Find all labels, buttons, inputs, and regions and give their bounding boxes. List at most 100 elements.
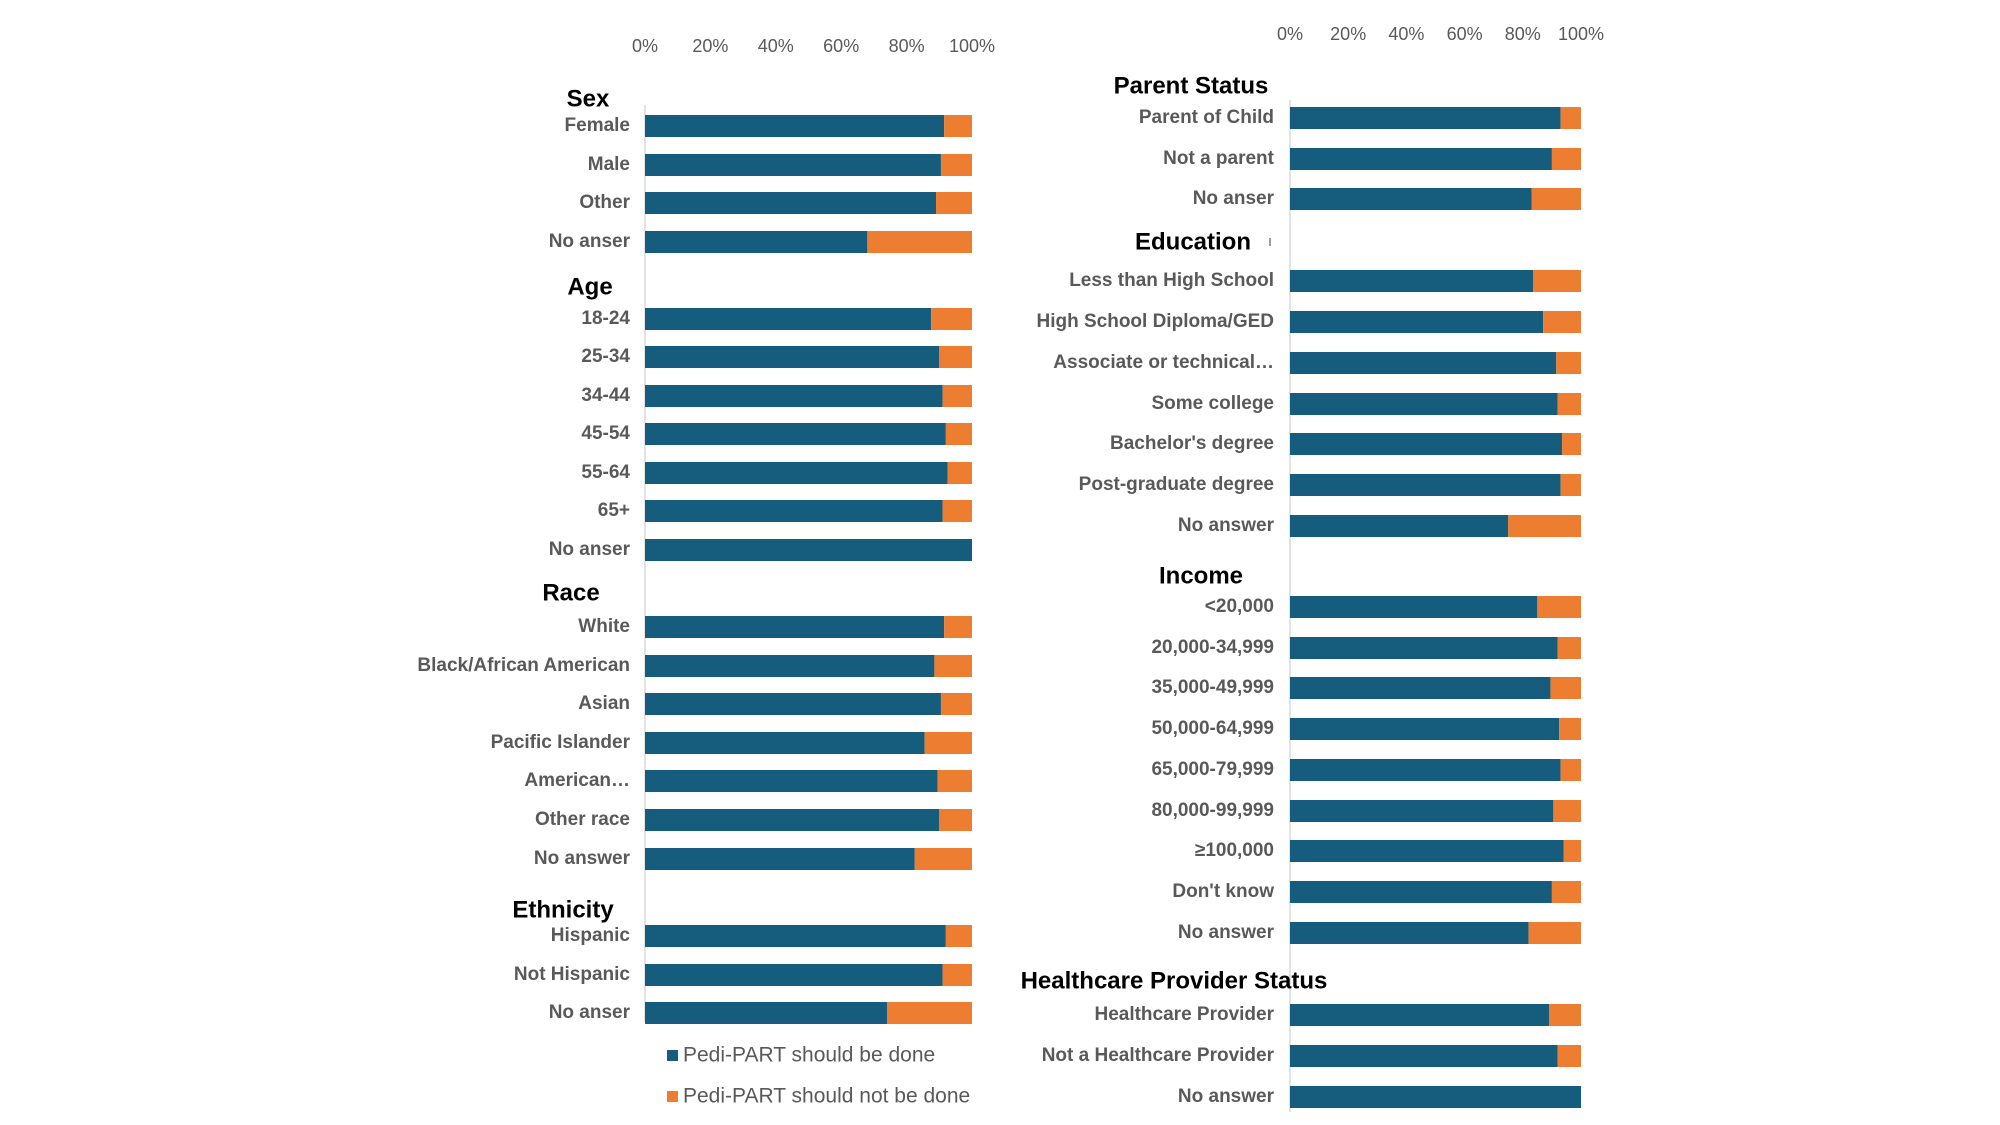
x-tick-label: 20% <box>692 36 728 56</box>
bar-segment-not-done <box>1548 1004 1581 1026</box>
bar-segment-done <box>645 655 935 677</box>
bar-segment-not-done <box>1531 188 1581 210</box>
x-tick-label: 100% <box>1558 24 1604 44</box>
bar-segment-done <box>1290 596 1538 618</box>
category-label: 80,000-99,999 <box>1151 800 1274 821</box>
x-tick-label: 40% <box>758 36 794 56</box>
bar-segment-not-done <box>1551 881 1581 903</box>
category-label: Not Hispanic <box>514 964 631 985</box>
legend-swatch-not-done <box>667 1091 678 1102</box>
bar-segment-not-done <box>1560 474 1581 496</box>
bar-segment-done <box>645 115 945 137</box>
category-label: No anser <box>549 539 631 560</box>
category-label: 55-64 <box>581 462 630 483</box>
category-label: Male <box>588 154 630 175</box>
category-label: 50,000-64,999 <box>1151 718 1274 739</box>
x-tick-label: 100% <box>949 36 995 56</box>
bar-segment-done <box>1290 1004 1549 1026</box>
category-label: Pacific Islander <box>491 732 631 753</box>
category-label: 18-24 <box>581 308 630 329</box>
bar-segment-done <box>1290 637 1558 659</box>
category-label: 34-44 <box>581 385 630 406</box>
bar-segment-done <box>1290 881 1552 903</box>
bar-segment-not-done <box>939 809 972 831</box>
category-label: Not a parent <box>1163 148 1275 169</box>
bar-segment-done <box>1290 270 1533 292</box>
bar-segment-done <box>645 964 943 986</box>
bar-segment-not-done <box>1557 1045 1581 1067</box>
category-label: ≥100,000 <box>1195 840 1274 861</box>
category-label: No anser <box>1193 188 1275 209</box>
bar-segment-done <box>645 385 943 407</box>
category-label: Bachelor's degree <box>1110 433 1274 454</box>
bar-segment-done <box>1290 922 1529 944</box>
bar-segment-not-done <box>867 231 972 253</box>
bar-segment-done <box>1290 1045 1558 1067</box>
bar-segment-done <box>645 539 972 561</box>
bar-segment-done <box>1290 840 1564 862</box>
category-label: Asian <box>578 693 630 714</box>
bar-segment-done <box>1290 515 1509 537</box>
category-label: Associate or technical… <box>1053 352 1274 373</box>
bar-segment-not-done <box>936 192 972 214</box>
bar-segment-done <box>1290 474 1561 496</box>
legend-label-done: Pedi-PART should be done <box>683 1044 935 1067</box>
bar-segment-done <box>1290 759 1561 781</box>
bar-segment-not-done <box>945 925 972 947</box>
bar-segment-not-done <box>944 616 972 638</box>
bar-segment-done <box>1290 1086 1581 1108</box>
bar-segment-not-done <box>1556 352 1581 374</box>
bar-segment-not-done <box>1543 311 1581 333</box>
bar-segment-done <box>645 423 946 445</box>
bar-segment-done <box>1290 677 1551 699</box>
bar-segment-not-done <box>886 1002 972 1024</box>
bar-segment-not-done <box>1508 515 1581 537</box>
category-label: 65+ <box>598 500 630 521</box>
bar-segment-done <box>645 1002 887 1024</box>
bar-segment-not-done <box>1560 107 1581 129</box>
category-label: White <box>578 616 630 637</box>
bar-segment-not-done <box>939 346 972 368</box>
x-tick-label: 0% <box>632 36 658 56</box>
bar-segment-done <box>645 231 868 253</box>
bar-segment-done <box>1290 148 1552 170</box>
legend-label-not-done: Pedi-PART should not be done <box>683 1085 970 1108</box>
bar-segment-done <box>1290 718 1560 740</box>
bar-segment-done <box>645 925 946 947</box>
category-label: No answer <box>1178 1086 1275 1107</box>
bar-segment-done <box>1290 393 1558 415</box>
bar-segment-done <box>1290 800 1554 822</box>
category-label: No answer <box>1178 515 1275 536</box>
bar-segment-done <box>1290 311 1544 333</box>
bar-segment-done <box>645 616 945 638</box>
bar-segment-not-done <box>914 848 972 870</box>
category-label: Less than High School <box>1069 270 1274 291</box>
group-title: Age <box>567 273 612 300</box>
bar-segment-not-done <box>934 655 972 677</box>
category-label: Other race <box>535 809 630 830</box>
bar-segment-done <box>645 809 940 831</box>
bar-segment-done <box>1290 352 1557 374</box>
category-label: 65,000-79,999 <box>1151 759 1274 780</box>
category-label: High School Diploma/GED <box>1036 311 1274 332</box>
bar-segment-not-done <box>1559 718 1581 740</box>
category-label: Some college <box>1152 393 1275 414</box>
category-label: No anser <box>549 1002 631 1023</box>
group-title: Healthcare Provider Status <box>1021 967 1328 994</box>
bar-segment-not-done <box>1557 637 1581 659</box>
category-label: Not a Healthcare Provider <box>1042 1045 1275 1066</box>
category-label: 20,000-34,999 <box>1151 637 1274 658</box>
x-tick-label: 40% <box>1388 24 1424 44</box>
x-tick-label: 60% <box>1447 24 1483 44</box>
bar-segment-not-done <box>942 500 972 522</box>
bar-segment-not-done <box>1550 677 1581 699</box>
bar-segment-done <box>645 770 938 792</box>
x-tick-label: 20% <box>1330 24 1366 44</box>
bar-segment-not-done <box>947 462 972 484</box>
bar-segment-not-done <box>1553 800 1581 822</box>
group-title: Ethnicity <box>512 896 614 923</box>
bar-segment-not-done <box>1551 148 1581 170</box>
bar-segment-not-done <box>931 308 972 330</box>
category-label: 45-54 <box>581 423 630 444</box>
